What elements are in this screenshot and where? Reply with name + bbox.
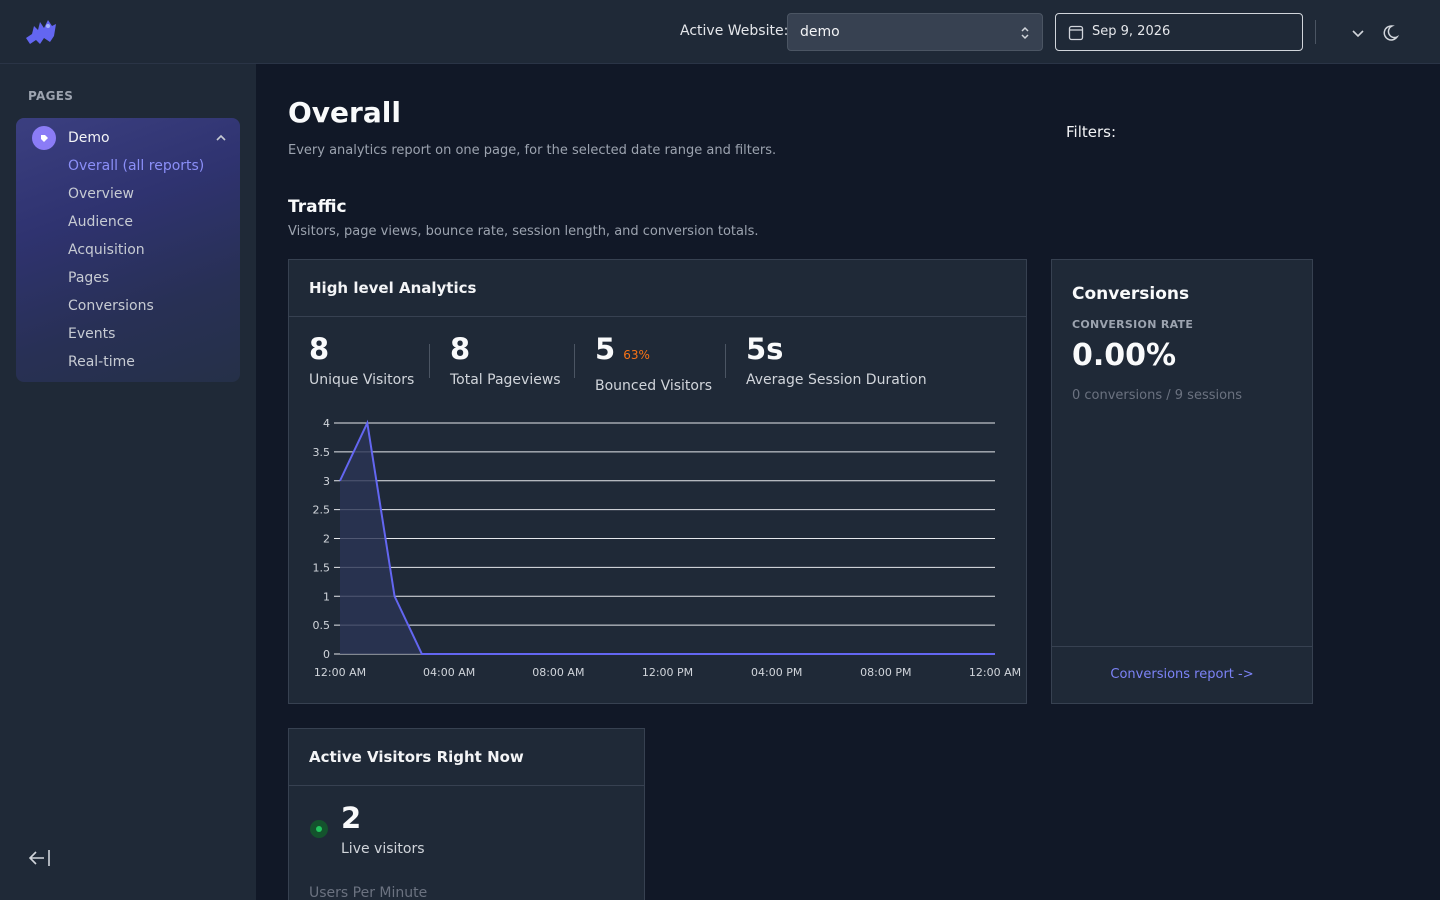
site-name: Demo [68, 130, 110, 146]
page-title: Overall [288, 96, 401, 129]
calendar-icon [1068, 25, 1084, 41]
y-tick-label: 3 [323, 475, 330, 488]
live-visitor-label: Live visitors [341, 841, 425, 857]
tag-icon [41, 135, 48, 142]
active-website-select[interactable]: demo [787, 13, 1043, 51]
x-tick-label: 12:00 PM [642, 666, 693, 679]
select-updown-icon [1021, 26, 1029, 40]
moon-icon[interactable] [1382, 22, 1402, 42]
stat-label: Bounced Visitors [595, 378, 713, 394]
x-tick-label: 04:00 AM [423, 666, 475, 679]
stat-total-pageviews: 8 Total Pageviews [450, 332, 561, 388]
stat-divider [574, 344, 575, 378]
y-tick-label: 0 [323, 648, 330, 661]
card-title: High level Analytics [289, 260, 1026, 317]
stat-divider [725, 344, 726, 378]
card-title: Active Visitors Right Now [289, 729, 644, 786]
nav-overview[interactable]: Overview [68, 186, 134, 202]
x-tick-label: 08:00 PM [860, 666, 911, 679]
stat-bounced-visitors: 5 63% Bounced Visitors [595, 332, 712, 394]
chevron-down-icon[interactable] [1350, 25, 1366, 41]
y-tick-label: 0.5 [313, 619, 331, 632]
live-indicator-icon [310, 820, 328, 838]
active-website-label: Active Website: [680, 23, 789, 39]
stat-label: Total Pageviews [450, 372, 561, 388]
collapse-sidebar-icon[interactable] [28, 848, 52, 868]
conversion-rate-label: CONVERSION RATE [1072, 318, 1194, 331]
nav-conversions[interactable]: Conversions [68, 298, 154, 314]
conversions-report-link[interactable]: Conversions report -> [1110, 667, 1254, 682]
filters-label: Filters: [1066, 123, 1117, 141]
page-subtitle: Every analytics report on one page, for … [288, 143, 777, 158]
traffic-title: Traffic [288, 197, 347, 217]
site-group-demo: Demo Overall (all reports) Overview Audi… [16, 118, 240, 382]
stat-avg-session-duration: 5s Average Session Duration [746, 332, 927, 388]
series-line [339, 419, 995, 655]
live-visitor-count: 2 [341, 801, 362, 835]
nav-pages[interactable]: Pages [68, 270, 110, 286]
y-tick-label: 1.5 [313, 561, 331, 574]
y-tick-label: 2.5 [313, 504, 331, 517]
bounce-rate-badge: 63% [623, 348, 650, 362]
x-tick-label: 12:00 AM [314, 666, 366, 679]
y-tick-label: 2 [323, 533, 330, 546]
stat-label: Unique Visitors [309, 372, 415, 388]
sidebar: PAGES Demo Overall (all reports) Overvie… [0, 0, 256, 900]
conversion-detail: 0 conversions / 9 sessions [1072, 388, 1243, 403]
nav-real-time[interactable]: Real-time [68, 354, 135, 370]
topbar: Active Website: demo Sep 9, 2026 [0, 0, 1440, 64]
conversion-rate-value: 0.00% [1072, 338, 1177, 373]
pages-section-label: PAGES [28, 89, 74, 103]
site-avatar [32, 126, 56, 150]
y-tick-label: 3.5 [313, 446, 331, 459]
stat-value: 5s [746, 332, 784, 366]
site-header-demo[interactable]: Demo [32, 126, 228, 150]
x-tick-label: 12:00 AM [969, 666, 1021, 679]
site-nav: Overall (all reports) Overview Audience … [68, 156, 204, 380]
stat-value: 8 [450, 332, 471, 366]
y-tick-label: 4 [323, 417, 330, 430]
date-value: Sep 9, 2026 [1092, 24, 1171, 39]
nav-events[interactable]: Events [68, 326, 116, 342]
stat-unique-visitors: 8 Unique Visitors [309, 332, 414, 388]
chevron-up-icon[interactable] [214, 131, 228, 145]
traffic-subtitle: Visitors, page views, bounce rate, sessi… [288, 224, 759, 239]
nav-overall[interactable]: Overall (all reports) [68, 158, 205, 174]
stat-label: Average Session Duration [746, 372, 927, 388]
x-tick-label: 04:00 PM [751, 666, 802, 679]
nav-acquisition[interactable]: Acquisition [68, 242, 145, 258]
y-tick-label: 1 [323, 590, 330, 603]
conversions-footer: Conversions report -> [1052, 646, 1312, 704]
traffic-chart: 0 0.5 1 1.5 2 2.5 3 3.5 4 12:00 AM 04:00 AM 08:00 A… [313, 417, 1022, 679]
topbar-divider [1315, 20, 1316, 44]
conversions-title: Conversions [1072, 284, 1190, 304]
x-tick-label: 08:00 AM [532, 666, 584, 679]
date-picker-button[interactable]: Sep 9, 2026 [1055, 13, 1303, 51]
nav-audience[interactable]: Audience [68, 214, 134, 230]
series-area [340, 423, 995, 654]
active-website-value: demo [800, 24, 840, 40]
stats-row: 8 Unique Visitors 8 Total Pageviews 5 63%… [289, 332, 1028, 394]
stat-value: 8 [309, 332, 330, 366]
conversions-card: Conversions CONVERSION RATE 0.00% 0 conv… [1051, 259, 1313, 704]
logo-icon[interactable] [24, 16, 58, 48]
users-per-minute-label: Users Per Minute [309, 885, 428, 900]
active-visitors-card: Active Visitors Right Now 2 Live visitor… [288, 728, 645, 900]
stat-divider [429, 344, 430, 378]
stat-value: 5 [595, 332, 616, 366]
